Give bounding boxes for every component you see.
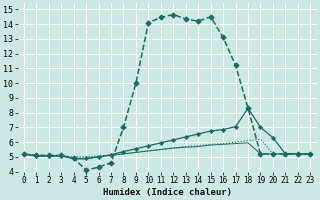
X-axis label: Humidex (Indice chaleur): Humidex (Indice chaleur) <box>103 188 232 197</box>
